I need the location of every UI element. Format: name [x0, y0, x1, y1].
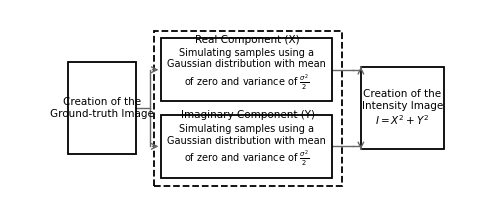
- Text: Real Component (X): Real Component (X): [196, 35, 300, 45]
- Text: Simulating samples using a
Gaussian distribution with mean
of zero and variance : Simulating samples using a Gaussian dist…: [167, 48, 326, 92]
- Text: Creation of the
Ground-truth Image: Creation of the Ground-truth Image: [50, 97, 154, 119]
- Text: Imaginary Component (Y): Imaginary Component (Y): [180, 110, 314, 120]
- FancyBboxPatch shape: [361, 67, 444, 149]
- Text: Simulating samples using a
Gaussian distribution with mean
of zero and variance : Simulating samples using a Gaussian dist…: [167, 124, 326, 168]
- FancyBboxPatch shape: [162, 115, 332, 178]
- FancyBboxPatch shape: [162, 38, 332, 101]
- Text: Creation of the
Intensity Image
$I = X^2 + Y^2$: Creation of the Intensity Image $I = X^2…: [362, 89, 443, 127]
- FancyBboxPatch shape: [68, 62, 136, 154]
- FancyBboxPatch shape: [154, 31, 342, 186]
